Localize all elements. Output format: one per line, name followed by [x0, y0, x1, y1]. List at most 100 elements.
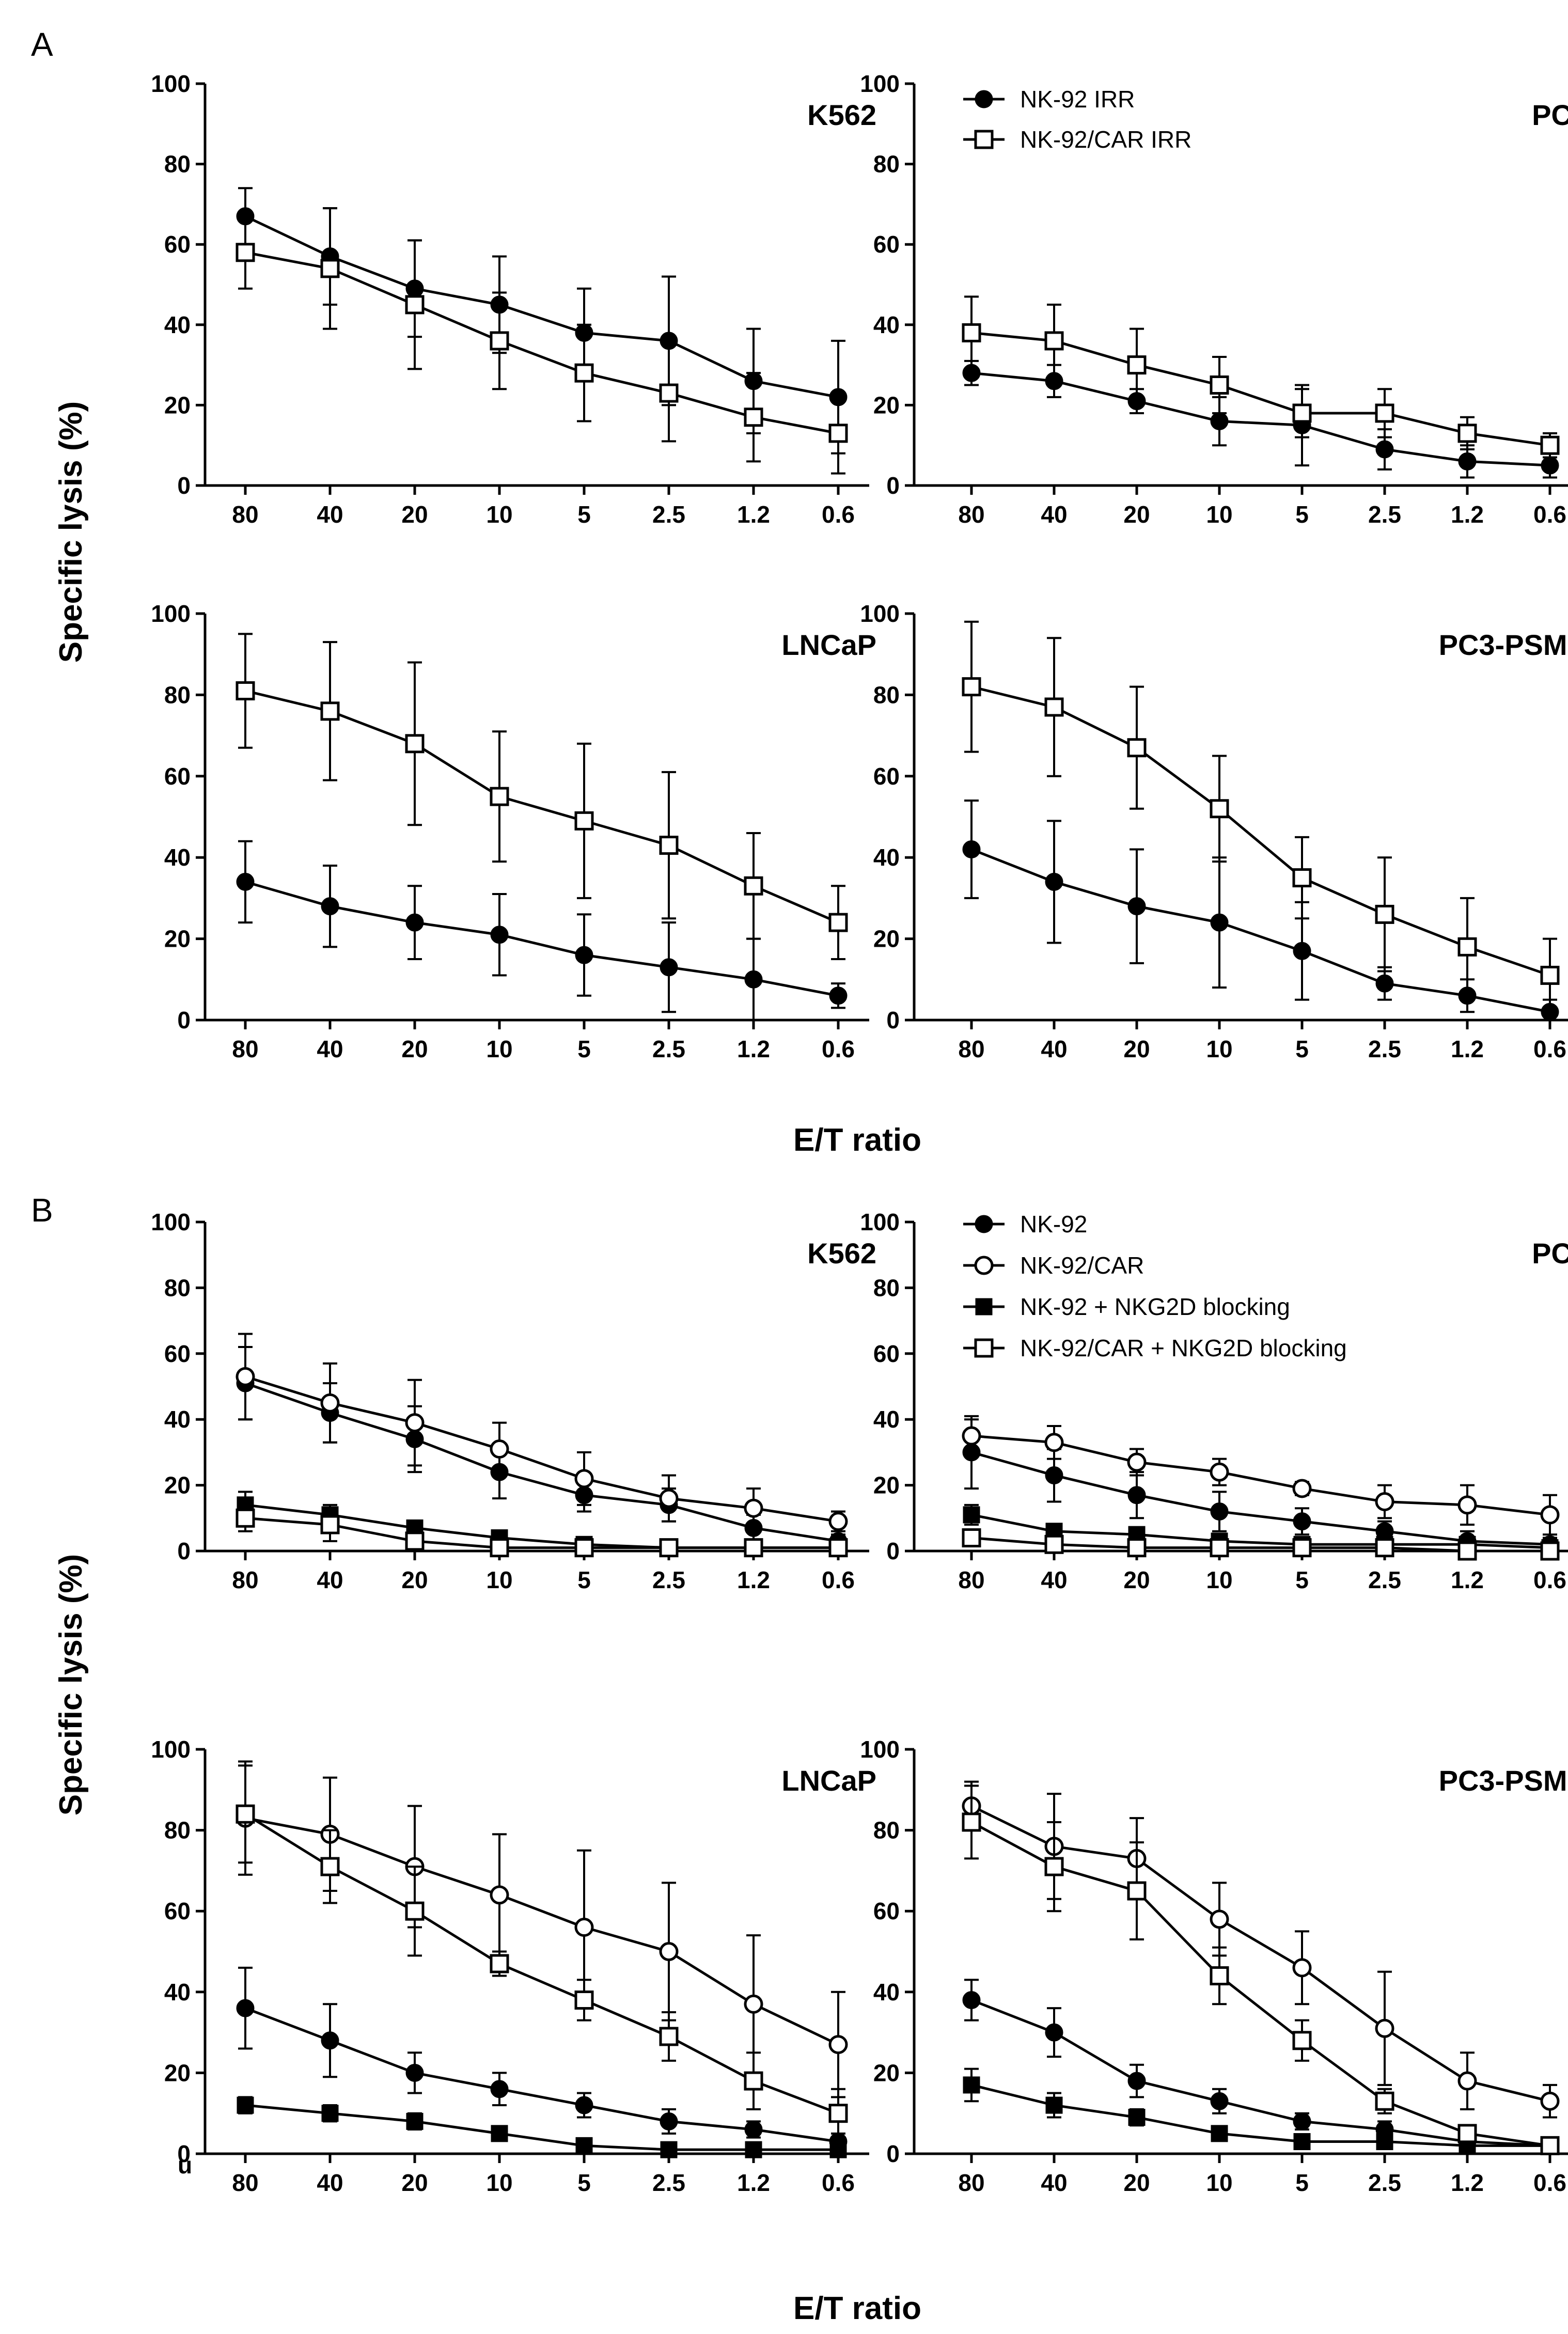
series-line-segment: [1136, 2079, 1220, 2103]
y-tick-label: 0: [177, 1007, 191, 1033]
series-line-segment: [1384, 2128, 1468, 2143]
y-tick-label: 100: [860, 1736, 900, 1763]
y-tick-label: 0: [886, 1538, 900, 1564]
data-point: [321, 2031, 339, 2050]
series-nk-92-irr: [962, 359, 1559, 479]
legend-label: NK-92/CAR IRR: [1020, 126, 1191, 153]
series-line-segment: [330, 905, 415, 924]
data-point: [1210, 1462, 1229, 1482]
series-line-segment: [1467, 1503, 1550, 1516]
y-tick-label: 80: [873, 151, 900, 178]
data-point: [1541, 456, 1559, 475]
data-point: [1375, 1492, 1394, 1511]
data-point: [744, 970, 763, 989]
data-point: [1045, 2023, 1063, 2042]
y-tick-label: 60: [164, 231, 191, 258]
series-line-segment: [668, 1503, 754, 1529]
data-point: [829, 986, 848, 1005]
data-point: [1045, 872, 1063, 891]
series-nk-92-car-irr: [236, 633, 848, 960]
plot-a-pc3-psma: PC3-PSMA 0 20 40 60 80 100 80 40 20 10 5 2.5 1.2 0.6: [860, 600, 1568, 1062]
x-tick-label: 40: [317, 1567, 343, 1593]
plot-title: PC3: [1532, 99, 1568, 131]
series-line-segment: [330, 710, 415, 745]
series-line-segment: [245, 1375, 331, 1404]
data-point: [405, 1901, 425, 1921]
series-line-segment: [584, 331, 669, 342]
x-tick-label: 1.2: [1451, 1567, 1484, 1593]
panel-b-x-axis-label: E/T ratio: [793, 2291, 921, 2326]
panel-a-x-axis-label: E/T ratio: [793, 1122, 921, 1158]
x-tick-label: 0.6: [1533, 1567, 1566, 1593]
series-line-segment: [1302, 949, 1385, 985]
x-tick-label: 0.6: [1533, 2169, 1566, 2196]
x-tick-label: 20: [1123, 2169, 1150, 2196]
series-line-segment: [668, 391, 754, 419]
series-line-segment: [1136, 364, 1220, 386]
y-tick-label: 0: [177, 2140, 191, 2167]
data-point: [1127, 897, 1146, 916]
y-tick-label: 80: [164, 151, 191, 178]
y-tick-label: 80: [873, 681, 900, 708]
x-tick-label: 5: [577, 1036, 591, 1062]
series-line-segment: [753, 884, 839, 924]
series-line-segment: [971, 1999, 1055, 2034]
plot-title: LNCaP: [781, 1764, 876, 1797]
series-line-segment: [1302, 1520, 1385, 1533]
data-point: [490, 787, 509, 806]
series-line-segment: [1054, 380, 1137, 403]
data-point: [1458, 452, 1477, 471]
series-line-segment: [1384, 1500, 1468, 1507]
series-nk-92-car: [236, 1333, 848, 1532]
series-line-segment: [1467, 2132, 1550, 2147]
data-point: [490, 1885, 509, 1905]
series-line-segment: [971, 1434, 1055, 1444]
series-line-segment: [584, 953, 669, 969]
data-point: [1540, 1541, 1560, 1561]
data-point: [962, 323, 981, 342]
legend-label: NK-92/CAR + NKG2D blocking: [1020, 1335, 1347, 1361]
series-nk-92-car-irr: [962, 295, 1560, 459]
series-nk-92-nkg2d-blocking: [963, 2067, 1559, 2154]
x-tick-label: 2.5: [1368, 1036, 1401, 1062]
data-point: [405, 295, 425, 315]
series-line-segment: [1054, 339, 1137, 366]
series-line-segment: [971, 1513, 1055, 1533]
series-line-segment: [1219, 1540, 1303, 1546]
data-point: [1293, 942, 1311, 960]
series-line-segment: [1218, 807, 1303, 879]
x-tick-label: 10: [1206, 2169, 1232, 2196]
series-line-segment: [1467, 945, 1550, 977]
series-line-segment: [414, 742, 500, 798]
x-tick-label: 0.6: [822, 1567, 855, 1593]
x-tick-label: 80: [958, 1567, 984, 1593]
data-point: [236, 1367, 255, 1386]
series-line-segment: [499, 1470, 585, 1497]
series-line-segment: [584, 1999, 669, 2038]
series-line-segment: [245, 881, 331, 908]
data-point: [828, 1512, 848, 1531]
series-line-segment: [414, 287, 500, 306]
x-tick-label: 80: [958, 2169, 984, 2196]
data-point: [1127, 355, 1147, 375]
data-point: [236, 1508, 255, 1528]
series-line-segment: [1054, 881, 1137, 908]
x-tick-label: 40: [1041, 1036, 1067, 1062]
x-tick-label: 40: [317, 2169, 343, 2196]
x-tick-label: 20: [401, 501, 428, 528]
series-line-segment: [1136, 1494, 1220, 1513]
series-line-segment: [668, 1950, 755, 2006]
series-line-segment: [414, 921, 500, 936]
series-line-segment: [414, 1865, 500, 1897]
data-point: [405, 2063, 424, 2082]
y-tick-label: 80: [873, 1817, 900, 1844]
series-line-segment: [584, 1926, 669, 1953]
x-tick-label: 10: [1206, 501, 1232, 528]
data-point: [490, 1439, 509, 1459]
x-tick-label: 2.5: [652, 2169, 685, 2196]
data-point: [1210, 1966, 1229, 1985]
series-line-segment: [752, 2003, 839, 2046]
series-line-segment: [414, 1540, 500, 1549]
data-point: [1044, 1433, 1064, 1452]
plot-a-k562: K562 0 20 40 60 80 100 80 40 20 10 5 2.5 1.2 0.6: [151, 70, 876, 528]
